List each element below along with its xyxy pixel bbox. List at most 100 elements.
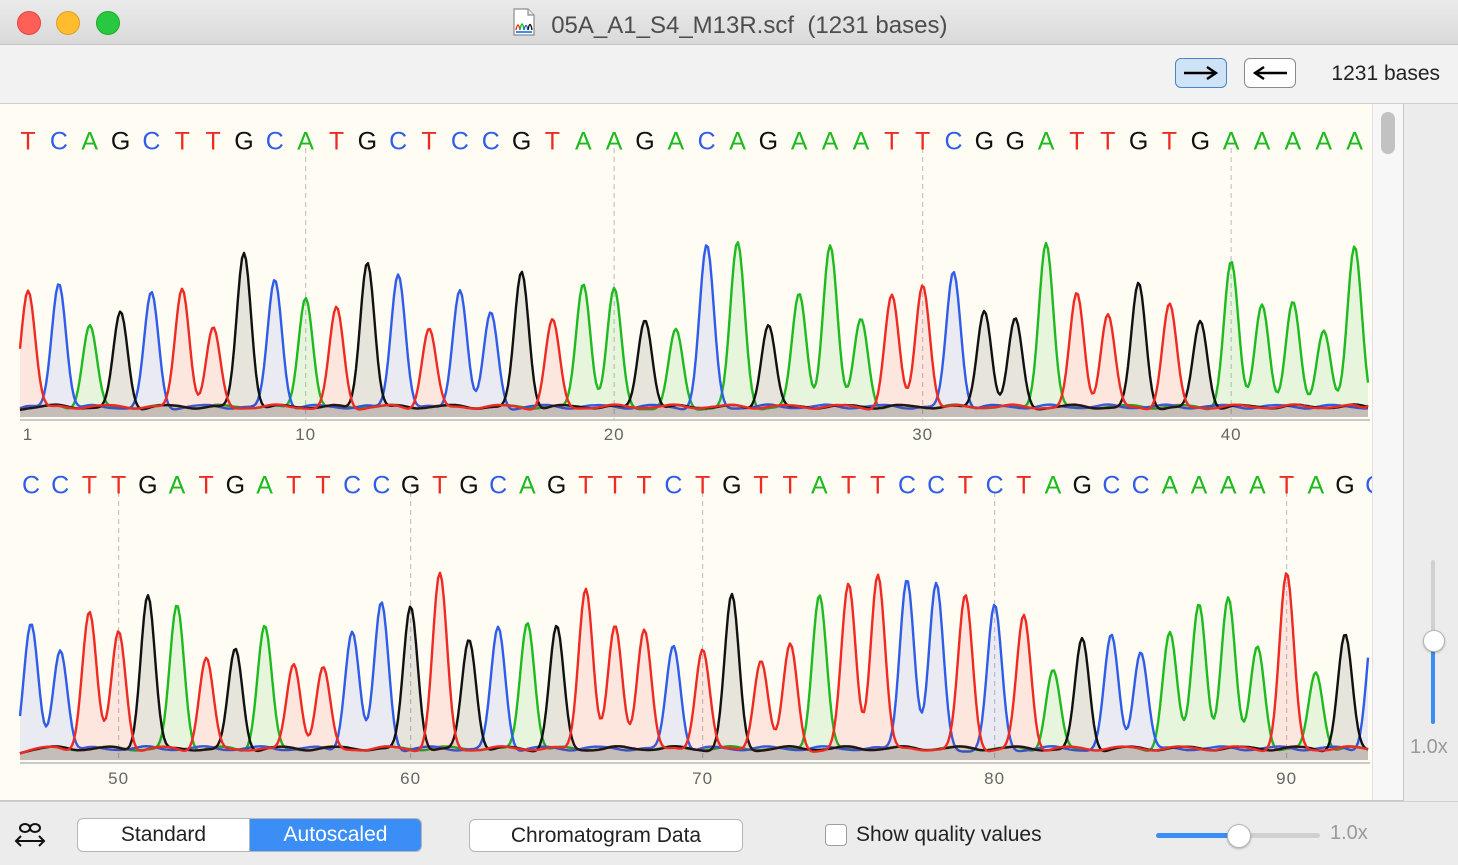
toolbar: 1231 bases	[0, 45, 1458, 104]
base-call: T	[958, 472, 973, 500]
base-call: A	[1223, 128, 1240, 156]
base-call: T	[315, 472, 330, 500]
base-call: G	[358, 128, 377, 156]
base-call: C	[482, 128, 500, 156]
base-call: C	[664, 472, 682, 500]
base-call: G	[234, 128, 253, 156]
base-call: A	[1220, 472, 1237, 500]
base-call: A	[169, 472, 186, 500]
vertical-zoom-panel: 1.0x	[1404, 104, 1458, 800]
base-call: A	[1249, 472, 1266, 500]
base-call: C	[142, 128, 160, 156]
base-call: T	[1016, 472, 1031, 500]
base-call: A	[668, 128, 685, 156]
reverse-strand-button[interactable]	[1244, 58, 1296, 88]
base-call: C	[51, 472, 69, 500]
base-call: G	[759, 128, 778, 156]
base-call: T	[432, 472, 447, 500]
scaling-segmented-control[interactable]: Standard Autoscaled	[77, 818, 422, 852]
trace-line-T	[18, 284, 1369, 411]
base-call: C	[389, 128, 407, 156]
base-call: G	[1335, 472, 1354, 500]
base-call: T	[175, 128, 190, 156]
base-call: C	[1365, 472, 1372, 500]
base-call: A	[606, 128, 623, 156]
base-call: T	[421, 128, 436, 156]
title-bases: (1231 bases)	[807, 12, 948, 39]
base-call: T	[607, 472, 622, 500]
base-call: G	[1072, 472, 1091, 500]
base-call: C	[50, 128, 68, 156]
trace-fill-G	[20, 594, 1368, 760]
position-label: 1	[23, 425, 33, 444]
link-scroll-icon[interactable]	[14, 818, 46, 850]
chromatogram-viewer[interactable]: 1 10 20 30 40 T C A G C T T G C A T G C T C C G T A A G A C A G A A A T T C…	[0, 104, 1424, 801]
vertical-zoom-label: 1.0x	[1410, 736, 1448, 758]
trace-fill-C	[20, 581, 1368, 760]
window-title: 05A_A1_S4_M13R.scf (1231 bases)	[0, 8, 1458, 40]
base-call: G	[459, 472, 478, 500]
base-call: G	[1129, 128, 1148, 156]
base-call: C	[944, 128, 962, 156]
base-call: C	[927, 472, 945, 500]
base-call: T	[205, 128, 220, 156]
base-call: T	[578, 472, 593, 500]
base-call: T	[695, 472, 710, 500]
zoom-window-button[interactable]	[96, 11, 120, 35]
base-call: T	[286, 472, 301, 500]
position-label: 20	[604, 425, 625, 444]
trace-line-T	[19, 571, 1369, 755]
standard-segment[interactable]: Standard	[78, 819, 250, 851]
vertical-zoom-knob[interactable]	[1423, 630, 1445, 652]
base-call: G	[401, 472, 420, 500]
base-call: C	[698, 128, 716, 156]
title-bar: 05A_A1_S4_M13R.scf (1231 bases)	[0, 0, 1458, 45]
position-label: 50	[108, 769, 129, 788]
trace-fill-T	[20, 572, 1368, 760]
chromatogram-canvas[interactable]: 1 10 20 30 40T C A G C T T G C A T G C T C C G T A A G A C A G A A A T T C…	[0, 104, 1424, 800]
show-quality-label[interactable]: Show quality values	[856, 823, 1042, 846]
chromatogram-data-button[interactable]: Chromatogram Data	[469, 819, 743, 852]
base-call: T	[1100, 128, 1115, 156]
vertical-scrollbar[interactable]	[1372, 104, 1403, 800]
base-call: T	[20, 128, 35, 156]
base-call: C	[986, 472, 1004, 500]
base-call: G	[138, 472, 157, 500]
base-call: A	[1285, 128, 1302, 156]
base-call: T	[111, 472, 126, 500]
base-call: A	[1038, 128, 1055, 156]
minimize-window-button[interactable]	[56, 11, 80, 35]
base-call: T	[884, 128, 899, 156]
vertical-zoom-fill	[1431, 643, 1435, 724]
horizontal-zoom-fill	[1156, 833, 1239, 838]
base-call: C	[22, 472, 40, 500]
base-call: A	[1161, 472, 1178, 500]
position-label: 80	[984, 769, 1005, 788]
base-call: T	[545, 128, 560, 156]
base-call: A	[1315, 128, 1332, 156]
horizontal-zoom-knob[interactable]	[1227, 824, 1251, 848]
close-window-button[interactable]	[17, 11, 41, 35]
base-call: G	[722, 472, 741, 500]
base-call: T	[637, 472, 652, 500]
show-quality-checkbox[interactable]	[825, 824, 847, 846]
footer-bar: Standard Autoscaled Chromatogram Data Sh…	[0, 801, 1458, 865]
base-call: A	[81, 128, 98, 156]
base-call: A	[297, 128, 314, 156]
position-label: 30	[912, 425, 933, 444]
base-call: T	[783, 472, 798, 500]
base-call: T	[1279, 472, 1294, 500]
position-label: 60	[400, 769, 421, 788]
autoscaled-segment[interactable]: Autoscaled	[250, 819, 421, 851]
base-call: A	[1254, 128, 1271, 156]
base-call: A	[519, 472, 536, 500]
arrow-left-icon	[1252, 66, 1287, 80]
chromatogram-document-icon	[512, 8, 535, 36]
scrollbar-thumb[interactable]	[1381, 112, 1395, 154]
position-label: 90	[1276, 769, 1297, 788]
base-call: A	[575, 128, 592, 156]
base-call: C	[451, 128, 469, 156]
base-call: C	[343, 472, 361, 500]
base-call: G	[1191, 128, 1210, 156]
forward-strand-button[interactable]	[1175, 58, 1227, 88]
